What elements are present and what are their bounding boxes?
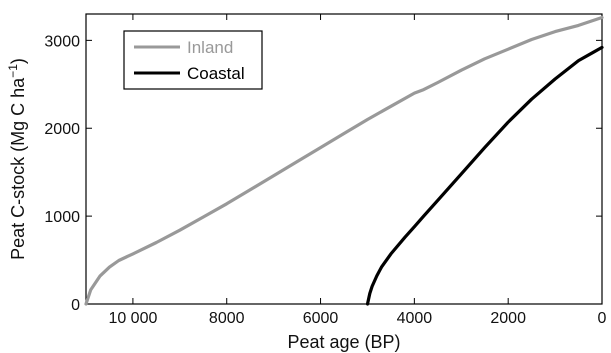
y-tick-label: 0 [71, 297, 80, 314]
y-axis-title-main: Peat C-stock (Mg C ha [8, 77, 28, 260]
y-axis-title: Peat C-stock (Mg C ha−1) [6, 58, 28, 260]
plot-frame [85, 13, 603, 305]
legend-box [123, 30, 263, 90]
legend-label-coastal: Coastal [187, 64, 245, 83]
y-tick-label: 1000 [44, 209, 80, 226]
x-axis-ticks: 10 000 8000 6000 4000 2000 0 [108, 14, 607, 327]
x-tick-label: 4000 [397, 310, 433, 327]
x-tick-label: 8000 [209, 310, 245, 327]
series-line-inland [84, 15, 604, 306]
legend-label-inland: Inland [187, 38, 233, 57]
x-tick-label: 0 [598, 310, 607, 327]
x-tick-label: 10 000 [108, 310, 157, 327]
x-axis-title: Peat age (BP) [287, 332, 400, 352]
series-line-coastal [365, 45, 604, 306]
y-tick-label: 3000 [44, 33, 80, 50]
x-tick-label: 6000 [303, 310, 339, 327]
y-axis-title-exponent: −1 [6, 64, 20, 78]
y-tick-label: 2000 [44, 121, 80, 138]
y-axis-title-close: ) [8, 58, 28, 64]
series-layer [84, 15, 604, 306]
x-tick-label: 2000 [490, 310, 526, 327]
y-axis-ticks: 0 1000 2000 3000 [44, 33, 602, 314]
legend: Inland Coastal [123, 30, 263, 90]
